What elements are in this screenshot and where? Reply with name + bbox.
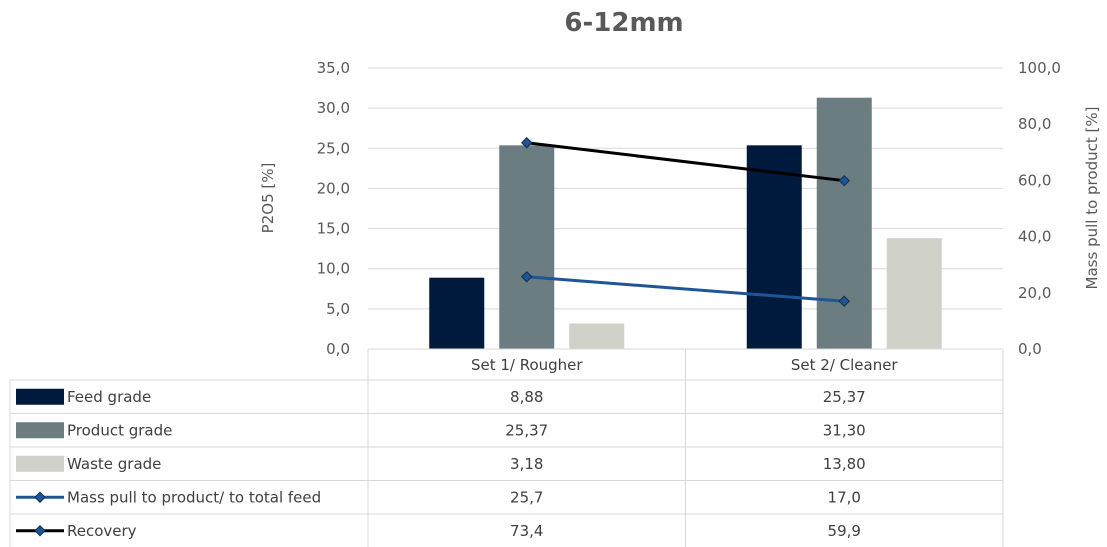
category-label: Set 1/ Rougher — [471, 356, 583, 374]
table-value: 13,80 — [823, 455, 866, 473]
bar-feed-grade-1 — [429, 277, 485, 349]
series-name: Recovery — [67, 522, 137, 540]
legend-swatch — [16, 455, 64, 472]
marker-recovery-2 — [838, 174, 850, 187]
series-name: Mass pull to product/ to total feed — [67, 488, 321, 506]
table-value: 31,30 — [823, 421, 866, 439]
table-value: 25,37 — [505, 421, 548, 439]
left-axis-label: P2O5 [%] — [259, 163, 277, 234]
table-value: 25,37 — [823, 388, 866, 406]
right-tick-label: 100,0 — [1018, 59, 1061, 77]
marker-mass-pull-to-product-to-total-feed-1 — [521, 271, 533, 283]
right-tick-label: 0,0 — [1018, 340, 1042, 358]
table-value: 59,9 — [828, 522, 861, 540]
legend-marker — [34, 525, 46, 537]
left-tick-label: 35,0 — [317, 59, 350, 77]
left-tick-label: 10,0 — [317, 260, 350, 278]
table-value: 17,0 — [828, 488, 861, 506]
right-axis-ticks: 0,0 20,0 40,0 60,0 80,0 100,0 — [1018, 59, 1061, 358]
right-tick-label: 20,0 — [1018, 284, 1051, 302]
left-axis-ticks: 0,0 5,0 10,0 15,0 20,0 25,0 30,0 35,0 — [317, 59, 350, 358]
bar-product-grade-1 — [499, 145, 555, 349]
left-tick-label: 15,0 — [317, 220, 350, 238]
left-tick-label: 20,0 — [317, 179, 350, 197]
marker-mass-pull-to-product-to-total-feed-2 — [838, 295, 850, 307]
series-name: Waste grade — [67, 455, 161, 473]
bar-waste-grade-2 — [886, 238, 942, 349]
right-tick-label: 40,0 — [1018, 228, 1051, 246]
table-value: 8,88 — [510, 388, 543, 406]
right-tick-label: 80,0 — [1018, 115, 1051, 133]
bar-series — [429, 97, 942, 349]
legend-swatch — [16, 388, 64, 405]
table-value: 73,4 — [510, 522, 543, 540]
left-tick-label: 5,0 — [326, 300, 350, 318]
bar-waste-grade-1 — [569, 323, 625, 349]
table-row: Mass pull to product/ to total feed 25,7 1… — [16, 488, 861, 506]
line-mass-pull-to-product-to-total-feed — [526, 275, 845, 303]
marker-recovery-1 — [521, 137, 533, 149]
chart-title: 6-12mm — [564, 8, 683, 38]
right-axis-label: Mass pull to product [%] — [1083, 107, 1101, 290]
left-tick-label: 30,0 — [317, 99, 350, 117]
bar-feed-grade-2 — [746, 145, 802, 349]
right-tick-label: 60,0 — [1018, 171, 1051, 189]
series-name: Product grade — [67, 421, 172, 439]
legend-marker — [34, 491, 46, 503]
table-row: Recovery 73,4 59,9 — [16, 522, 861, 540]
bar-product-grade-2 — [816, 97, 872, 349]
line-recovery — [526, 141, 845, 183]
data-table: Set 1/ Rougher Set 2/ Cleaner Feed grade 8,… — [9, 348, 1004, 547]
category-label: Set 2/ Cleaner — [791, 356, 899, 374]
table-value: 3,18 — [510, 455, 543, 473]
series-name: Feed grade — [67, 388, 151, 406]
table-value: 25,7 — [510, 488, 543, 506]
table-row: Feed grade 8,88 25,37 — [16, 388, 866, 406]
left-tick-label: 25,0 — [317, 139, 350, 157]
line-series — [521, 137, 850, 307]
table-row: Product grade 25,37 31,30 — [16, 421, 866, 439]
legend-swatch — [16, 422, 64, 439]
left-tick-label: 0,0 — [326, 340, 350, 358]
table-row: Waste grade 3,18 13,80 — [16, 455, 866, 473]
